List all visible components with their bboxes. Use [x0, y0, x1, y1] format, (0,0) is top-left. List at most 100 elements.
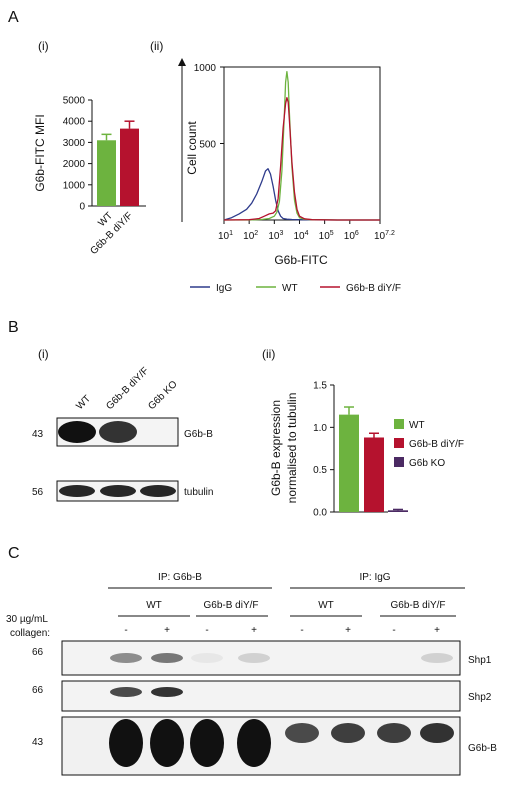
- histogram-x-tick-label: 107.2: [374, 230, 395, 242]
- blot-label-shp1: Shp1: [468, 655, 492, 666]
- blot-label-tubulin: tubulin: [184, 487, 213, 498]
- expr-legend-label-diyf: G6b-B diY/F: [409, 439, 464, 450]
- expr-legend-swatch-wt: [394, 419, 404, 429]
- expr-y-tick-label: 1.0: [313, 423, 327, 434]
- mfi-y-tick-label: 0: [79, 202, 85, 213]
- expr-bar: [388, 510, 408, 512]
- marker-66-shp2: 66: [32, 685, 44, 696]
- mfi-y-tick-label: 2000: [63, 159, 86, 170]
- marker-43: 43: [32, 429, 44, 440]
- histogram-series-line: [223, 168, 380, 221]
- treatment-sign: +: [345, 625, 351, 636]
- blot-band: [191, 653, 223, 663]
- blot-band: [140, 485, 176, 497]
- histogram-legend: IgG WT G6b-B diY/F: [190, 283, 401, 294]
- panel-b-ii-label: (ii): [262, 347, 275, 361]
- histogram-x-tick-label: 103: [268, 230, 283, 242]
- panel-a-ii-label: (ii): [150, 39, 163, 53]
- histogram-x-tick-label: 104: [293, 230, 308, 242]
- expr-y-tick-label: 0.5: [313, 465, 327, 476]
- expr-legend-label-ko: G6b KO: [409, 458, 445, 469]
- expr-bar: [364, 437, 384, 512]
- mfi-bar: [120, 128, 139, 206]
- genotype-label-4: G6b-B diY/F: [390, 600, 445, 611]
- marker-43-ip: 43: [32, 737, 44, 748]
- expr-legend-label-wt: WT: [409, 420, 425, 431]
- blot-band: [110, 653, 142, 663]
- treatment-sign: -: [205, 625, 208, 636]
- genotype-label-1: WT: [146, 600, 162, 611]
- marker-66-shp1: 66: [32, 647, 44, 658]
- histogram-y-axis-label: Cell count: [185, 121, 199, 175]
- treatment-sign: -: [124, 625, 127, 636]
- mfi-y-axis-label: G6b-FITC MFI: [33, 114, 47, 191]
- blot-band: [420, 723, 454, 743]
- legend-label-diyf: G6b-B diY/F: [346, 283, 401, 294]
- mfi-y-tick-label: 4000: [63, 117, 86, 128]
- lane-label-wt: WT: [74, 393, 93, 412]
- treatment-sign: +: [164, 625, 170, 636]
- blot-band: [237, 719, 271, 767]
- flow-histogram: 500 1000 101 102 103 104 105 106 107.2 Cell cou…: [178, 58, 401, 294]
- lane-label-diyf: G6b-B diY/F: [104, 365, 151, 412]
- blot-band: [109, 719, 143, 767]
- mfi-y-tick-label: 1000: [63, 180, 86, 191]
- blot-band: [110, 687, 142, 697]
- treatment-label-line2: collagen:: [10, 628, 50, 639]
- genotype-label-3: WT: [318, 600, 334, 611]
- ip-group-label-igg: IP: IgG: [359, 572, 390, 583]
- mfi-y-tick-label: 3000: [63, 138, 86, 149]
- ip-group-label-g6bb: IP: G6b-B: [158, 572, 202, 583]
- marker-56: 56: [32, 487, 44, 498]
- histogram-frame: [223, 66, 381, 221]
- expr-bar: [339, 414, 359, 512]
- panel-a-i-label: (i): [38, 39, 49, 53]
- blot-band: [151, 653, 183, 663]
- treatment-label-line1: 30 µg/mL: [6, 614, 48, 625]
- histogram-x-tick-label: 106: [344, 230, 359, 242]
- treatment-sign: -: [392, 625, 395, 636]
- blot-band: [150, 719, 184, 767]
- histogram-y-arrowhead: [178, 58, 186, 66]
- blot-band: [59, 485, 95, 497]
- mfi-bar: [97, 140, 116, 206]
- panel-b-i-label: (i): [38, 347, 49, 361]
- mfi-y-tick-label: 5000: [63, 96, 86, 107]
- panel-b-letter: B: [8, 319, 19, 336]
- expr-legend-swatch-diyf: [394, 438, 404, 448]
- blot-band: [377, 723, 411, 743]
- expr-y-tick-label: 0.0: [313, 508, 327, 519]
- treatment-sign: +: [434, 625, 440, 636]
- normalised-expression-chart: 0.0 0.5 1.0 1.5 G6b-B expression normalised…: [269, 381, 464, 519]
- treatment-sign: -: [300, 625, 303, 636]
- blot-shp1-frame: [61, 640, 461, 676]
- treatment-sign: +: [251, 625, 257, 636]
- expr-legend: WT G6b-B diY/F G6b KO: [394, 419, 464, 469]
- blot-band: [190, 719, 224, 767]
- histogram-y-tick-label: 500: [199, 140, 216, 151]
- blot-band: [100, 485, 136, 497]
- blot-band: [151, 687, 183, 697]
- expression-western-blot: WT G6b-B diY/F G6b KO 43 56 G6b-B tubuli…: [32, 365, 213, 502]
- histogram-x-tick-label: 102: [243, 230, 258, 242]
- histogram-series-line: [223, 96, 380, 221]
- genotype-label-2: G6b-B diY/F: [203, 600, 258, 611]
- blot-band: [331, 723, 365, 743]
- expr-y-label-line1: G6b-B expression: [269, 400, 283, 496]
- histogram-x-tick-label: 101: [218, 230, 233, 242]
- legend-label-wt: WT: [282, 283, 298, 294]
- panel-a-letter: A: [8, 9, 19, 26]
- panel-c-letter: C: [8, 545, 20, 562]
- blot-label-g6bb: G6b-B: [184, 429, 213, 440]
- legend-label-igg: IgG: [216, 283, 232, 294]
- histogram-x-axis-label: G6b-FITC: [274, 253, 328, 267]
- expr-y-label-line2: normalised to tubulin: [285, 393, 299, 504]
- blot-band: [238, 653, 270, 663]
- histogram-y-tick-label: 1000: [194, 63, 217, 74]
- blot-band: [99, 421, 137, 443]
- expr-y-tick-label: 1.5: [313, 381, 327, 392]
- coip-western-blot: IP: G6b-B IP: IgG WT G6b-B diY/F WT G6b-…: [6, 572, 497, 776]
- lane-label-ko: G6b KO: [146, 379, 179, 412]
